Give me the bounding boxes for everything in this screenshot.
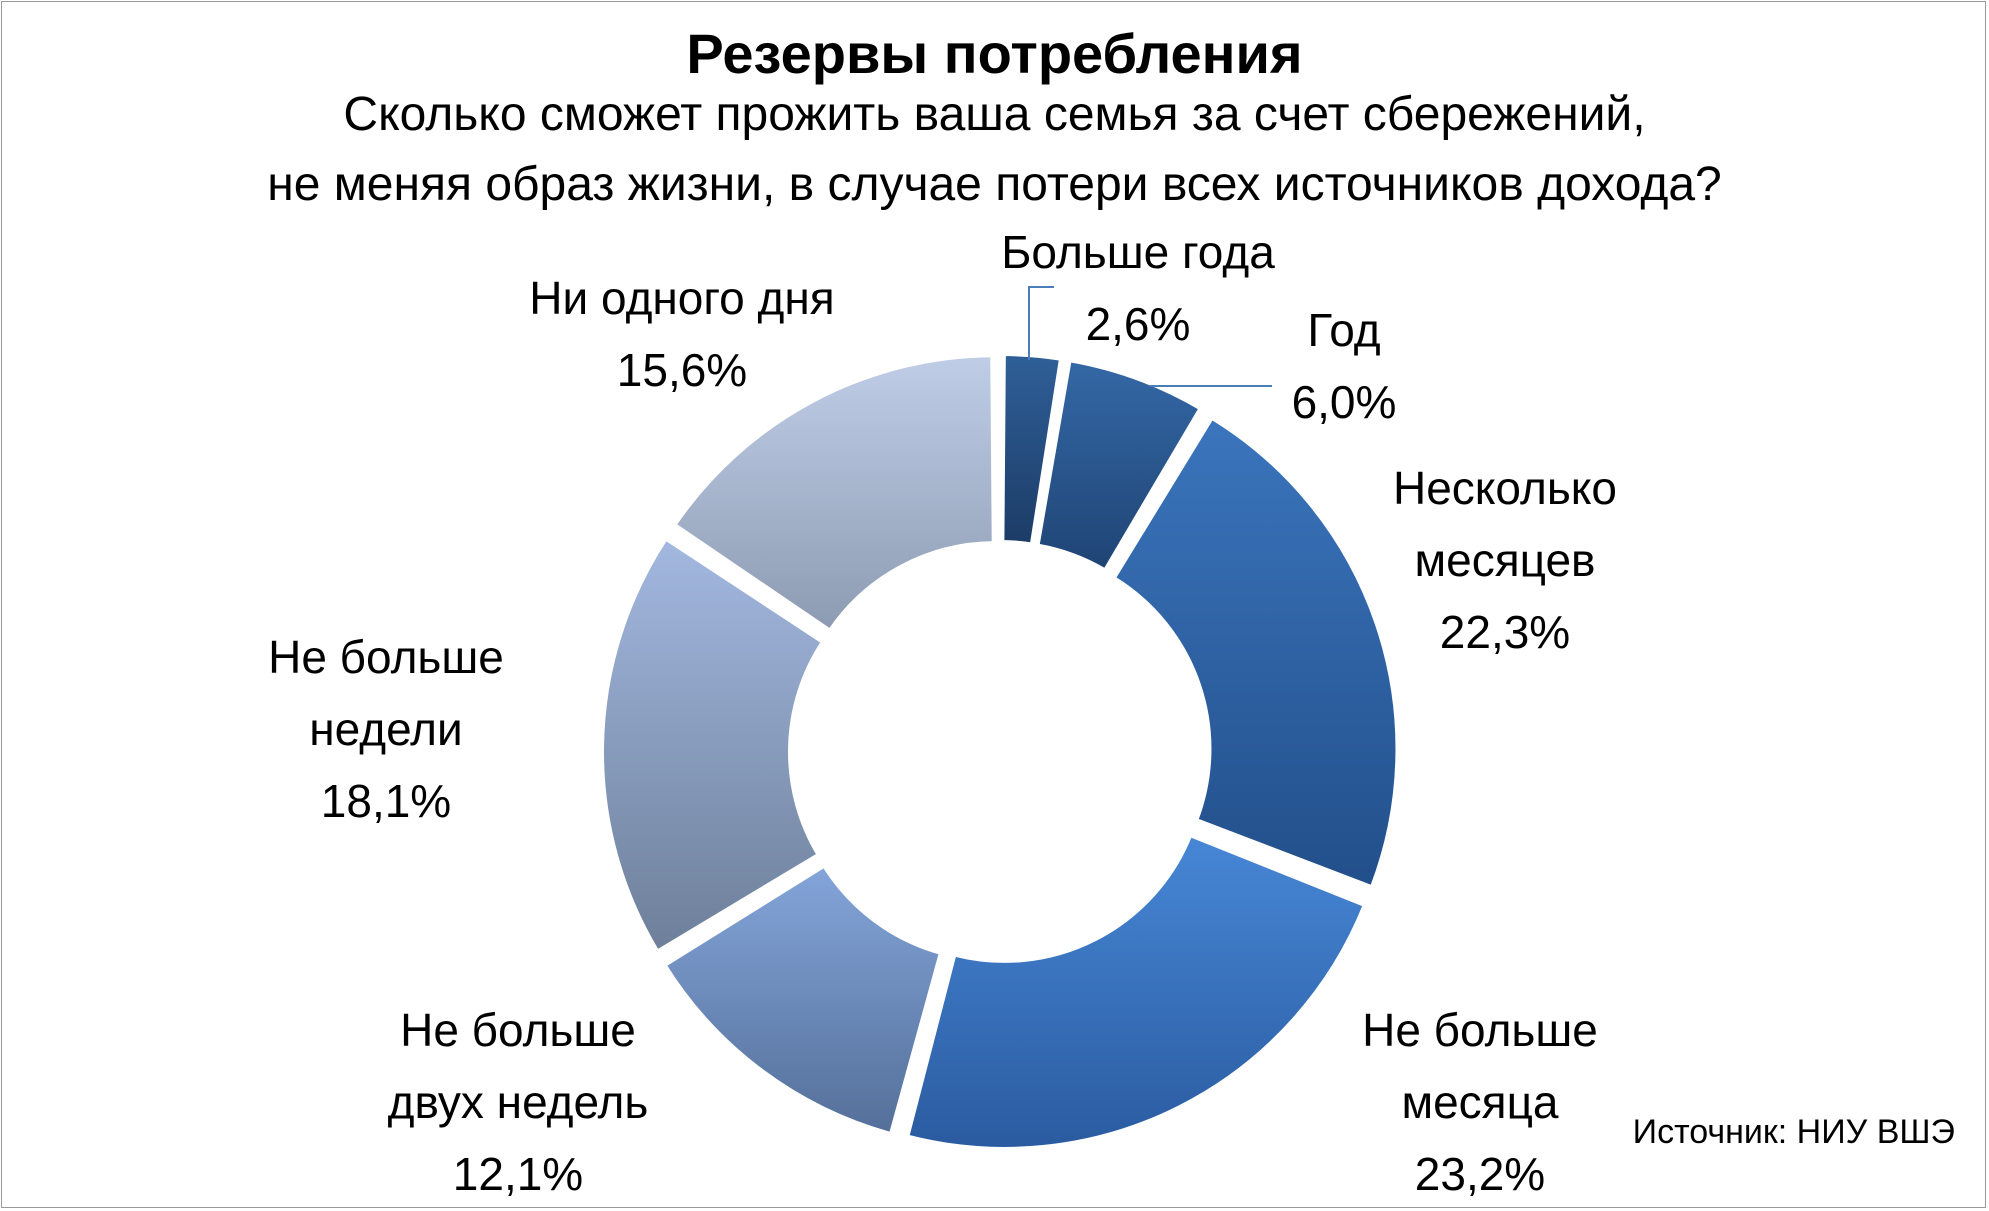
data-label-category: Несколько <box>1393 462 1617 514</box>
data-label-value: 18,1% <box>321 775 451 827</box>
data-label-value: 23,2% <box>1415 1148 1545 1200</box>
data-label-value: 15,6% <box>617 344 747 396</box>
leader-line <box>1028 286 1054 360</box>
source-note: Источник: НИУ ВШЭ <box>1632 1113 1955 1151</box>
data-label-value: 6,0% <box>1292 376 1397 428</box>
donut-slice <box>671 353 996 634</box>
chart-title: Резервы потребления <box>686 22 1303 85</box>
data-label-category: двух недель <box>388 1076 649 1128</box>
data-label-category: Не больше <box>268 631 504 683</box>
data-label-category: Год <box>1307 304 1380 356</box>
data-label-value: 12,1% <box>453 1148 583 1200</box>
data-label-value: 22,3% <box>1440 606 1570 658</box>
donut-slice <box>661 862 944 1137</box>
data-label-value: 2,6% <box>1086 298 1191 350</box>
donut-slice <box>600 535 826 955</box>
donut-slice <box>1035 357 1204 574</box>
donut-slice <box>904 832 1368 1151</box>
data-label-category: Не больше <box>1362 1004 1598 1056</box>
data-label-category: месяца <box>1401 1076 1558 1128</box>
data-label-category: недели <box>309 703 462 755</box>
data-label-category: Больше года <box>1001 226 1275 278</box>
data-label-category: Ни одного дня <box>529 272 834 324</box>
chart-subtitle-line-2: не меняя образ жизни, в случае потери вс… <box>267 158 1722 211</box>
donut-slice <box>1000 352 1064 547</box>
data-label-category: месяцев <box>1415 534 1596 586</box>
donut-slice <box>1111 414 1400 890</box>
chart-subtitle-line-1: Сколько сможет прожить ваша семья за сче… <box>343 88 1646 141</box>
data-label-category: Не больше <box>400 1004 636 1056</box>
